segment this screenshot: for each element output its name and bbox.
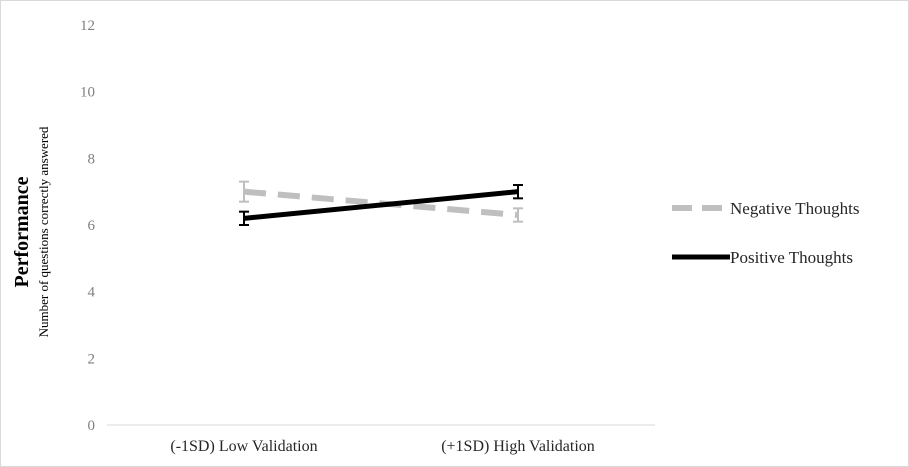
y-axis-subtitle: Number of questions correctly answered [36, 126, 51, 337]
y-axis-label: Performance [11, 176, 33, 287]
y-tick-label: 6 [88, 218, 96, 234]
x-axis-labels: (-1SD) Low Validation (+1SD) High Validat… [170, 438, 594, 455]
legend: Negative Thoughts Positive Thoughts [672, 199, 860, 267]
legend-label: Negative Thoughts [730, 199, 860, 218]
y-axis-sublabel: Number of questions correctly answered [36, 126, 51, 337]
series-line-positive-thoughts [243, 189, 519, 221]
y-tick-label: 12 [80, 18, 95, 34]
y-axis-title: Performance [11, 176, 33, 287]
error-bar [239, 210, 249, 226]
y-axis-ticks: 0 2 4 6 8 10 12 [80, 18, 96, 434]
error-bar [513, 184, 523, 200]
legend-label: Positive Thoughts [730, 248, 853, 267]
error-bar [239, 180, 249, 203]
x-category-label: (+1SD) High Validation [441, 438, 595, 455]
x-category-label: (-1SD) Low Validation [170, 438, 317, 455]
y-tick-label: 8 [88, 151, 96, 167]
plot-area [239, 180, 523, 226]
y-tick-label: 4 [88, 285, 96, 301]
y-tick-label: 0 [88, 418, 96, 434]
y-tick-label: 2 [88, 351, 96, 367]
error-bar [513, 207, 523, 223]
y-tick-label: 10 [80, 85, 95, 101]
